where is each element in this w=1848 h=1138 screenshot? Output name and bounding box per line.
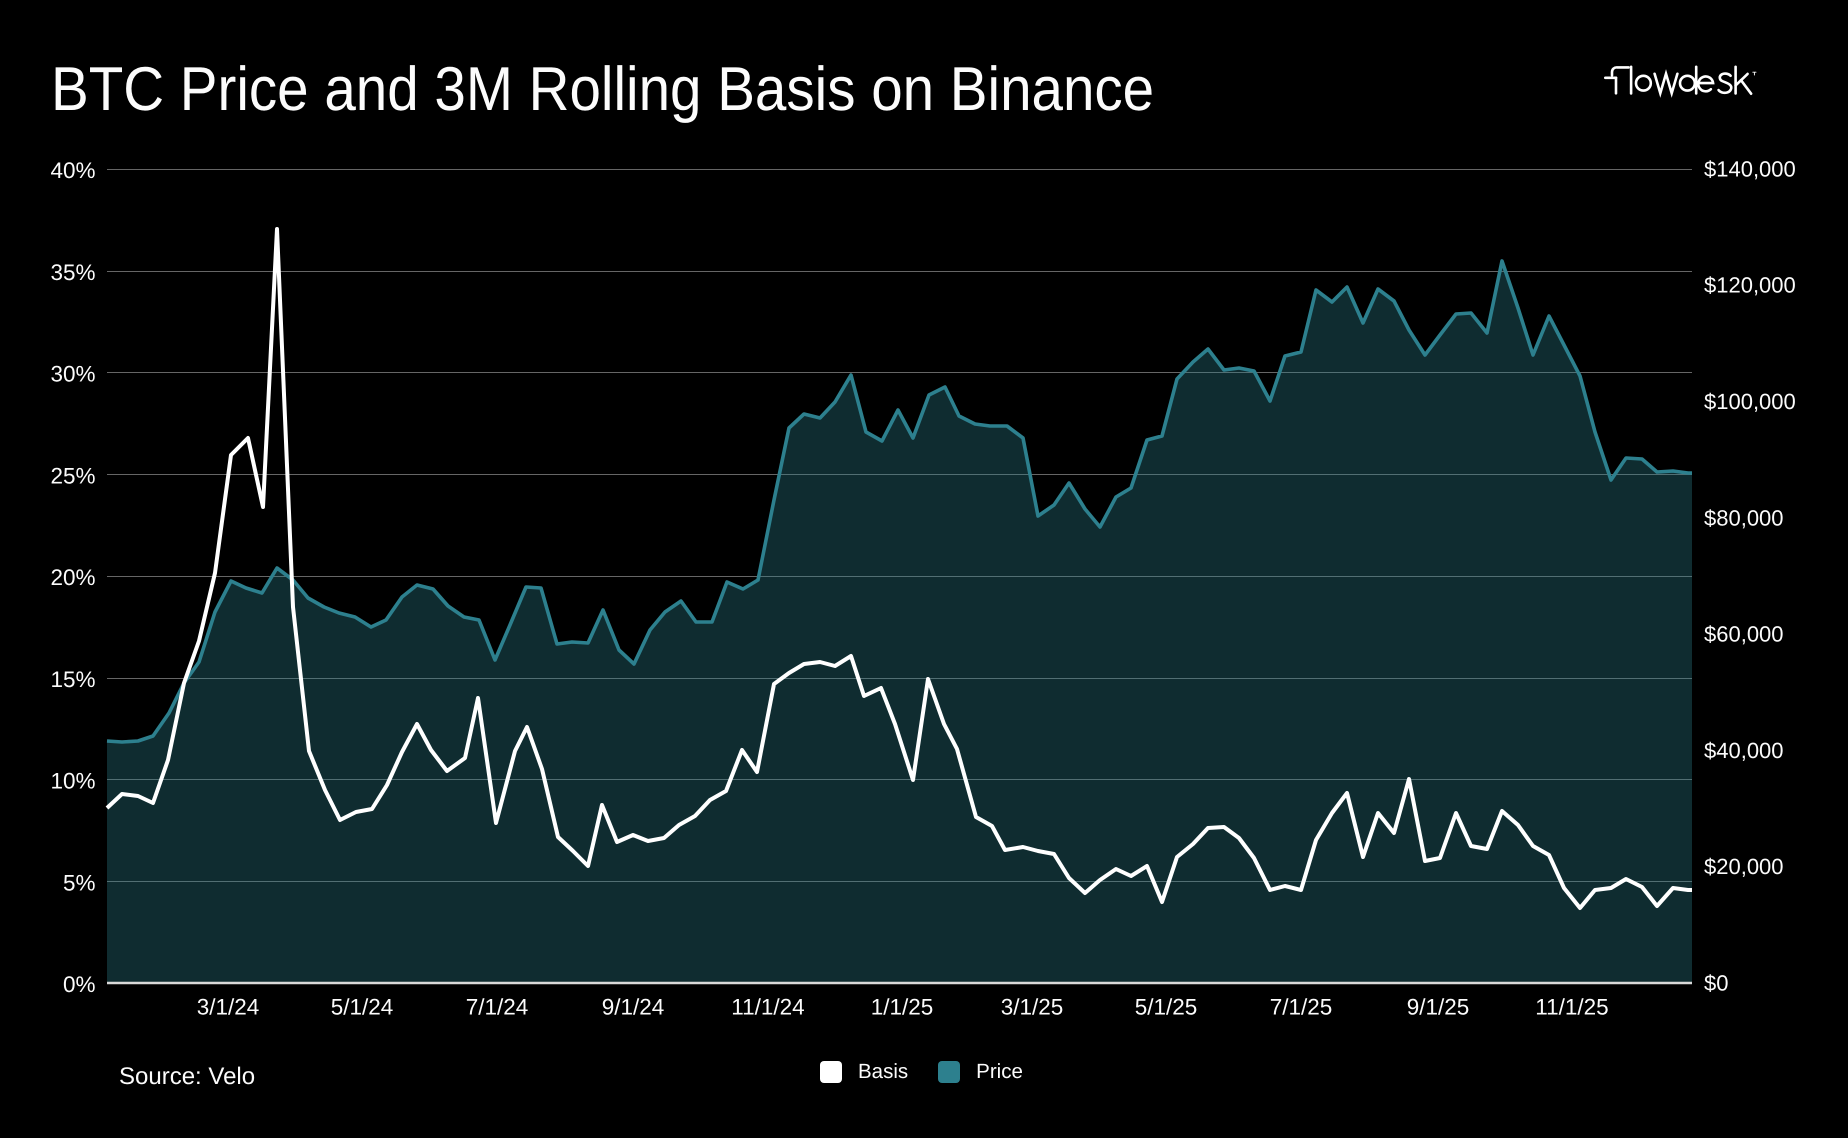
svg-text:5%: 5%	[63, 870, 96, 895]
svg-text:40%: 40%	[50, 158, 95, 183]
svg-text:3/1/25: 3/1/25	[1001, 995, 1064, 1020]
svg-text:30%: 30%	[50, 362, 95, 387]
svg-text:9/1/24: 9/1/24	[602, 995, 665, 1020]
svg-text:11/1/24: 11/1/24	[731, 995, 804, 1020]
svg-text:$0: $0	[1704, 971, 1728, 996]
svg-text:0%: 0%	[63, 972, 96, 997]
svg-text:3/1/24: 3/1/24	[197, 995, 260, 1020]
svg-text:20%: 20%	[50, 565, 95, 590]
svg-text:11/1/25: 11/1/25	[1535, 995, 1608, 1020]
svg-text:$80,000: $80,000	[1704, 505, 1784, 530]
svg-text:25%: 25%	[50, 463, 95, 488]
svg-text:$120,000: $120,000	[1704, 273, 1796, 298]
svg-text:9/1/25: 9/1/25	[1407, 995, 1470, 1020]
svg-text:5/1/24: 5/1/24	[331, 995, 394, 1020]
svg-text:1/1/25: 1/1/25	[871, 995, 934, 1020]
svg-text:$20,000: $20,000	[1704, 854, 1784, 879]
svg-text:5/1/25: 5/1/25	[1135, 995, 1198, 1020]
svg-text:$140,000: $140,000	[1704, 157, 1796, 182]
svg-text:$100,000: $100,000	[1704, 389, 1796, 414]
svg-text:35%: 35%	[50, 260, 95, 285]
svg-text:7/1/25: 7/1/25	[1270, 995, 1333, 1020]
svg-text:10%: 10%	[50, 769, 95, 794]
svg-text:$60,000: $60,000	[1704, 622, 1784, 647]
svg-text:7/1/24: 7/1/24	[466, 995, 529, 1020]
svg-text:$40,000: $40,000	[1704, 738, 1784, 763]
svg-text:15%: 15%	[50, 667, 95, 692]
